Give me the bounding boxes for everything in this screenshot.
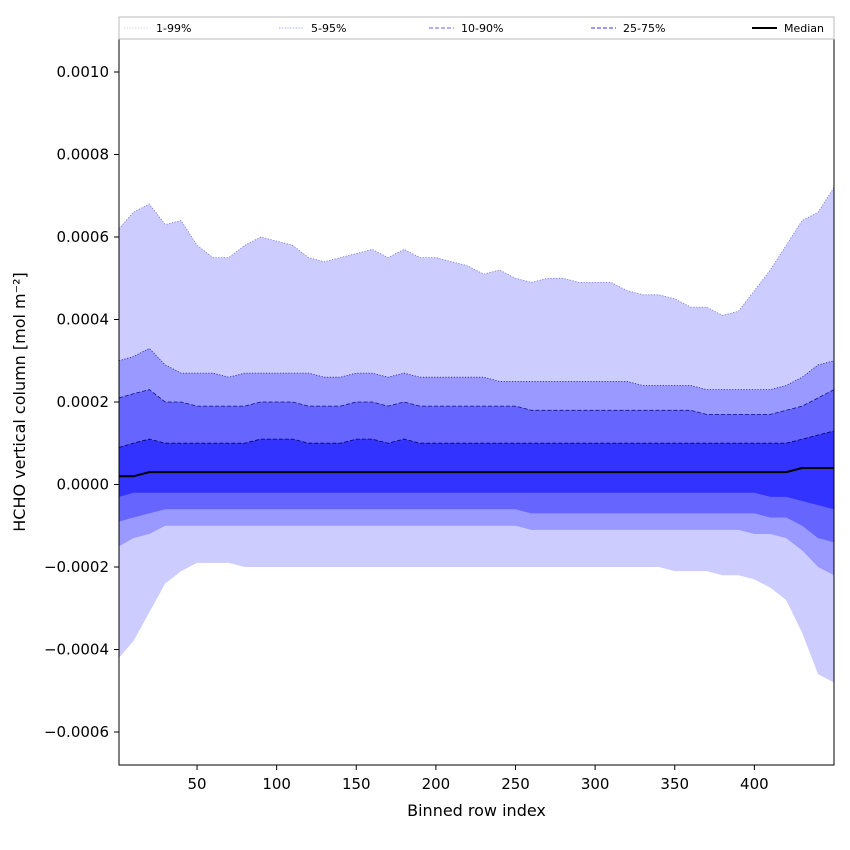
y-tick-label: 0.0004 xyxy=(57,311,110,329)
y-tick-label: −0.0006 xyxy=(44,723,109,741)
x-axis-label: Binned row index xyxy=(407,801,546,820)
band-upper-line-10-90pct xyxy=(118,389,835,415)
y-tick-label: −0.0004 xyxy=(44,641,109,659)
y-axis-label: HCHO vertical column [mol m⁻²] xyxy=(10,272,29,531)
legend-box xyxy=(118,16,835,40)
y-tick-label: −0.0002 xyxy=(44,558,109,576)
y-tick-label: 0.0010 xyxy=(57,63,110,81)
x-tick-label: 400 xyxy=(740,775,769,793)
legend-label: Median xyxy=(784,22,824,35)
x-tick-label: 350 xyxy=(660,775,689,793)
band-edge-lines xyxy=(118,187,835,448)
y-tick-label: 0.0000 xyxy=(57,476,110,494)
x-tick-label: 150 xyxy=(342,775,371,793)
y-tick-label: 0.0006 xyxy=(57,228,110,246)
x-tick-label: 300 xyxy=(581,775,610,793)
percentile-bands xyxy=(119,187,834,683)
band-upper-line-25-75pct xyxy=(118,430,835,448)
x-tick-label: 100 xyxy=(262,775,291,793)
legend-label: 25-75% xyxy=(623,22,665,35)
y-tick-label: 0.0008 xyxy=(57,146,110,164)
legend-label: 1-99% xyxy=(156,22,191,35)
x-tick-label: 250 xyxy=(501,775,530,793)
y-axis: −0.0006 −0.0004 −0.0002 0.0000 0.0002 0.0004 0… xyxy=(44,63,119,741)
median-line xyxy=(119,467,834,478)
band-25-75pct xyxy=(119,430,834,510)
x-tick-label: 200 xyxy=(422,775,451,793)
legend: 1-99% 5-95% 10-90% 25-75% Median xyxy=(118,16,835,40)
x-tick-label: 50 xyxy=(187,775,206,793)
x-axis: 50 100 150 200 250 300 350 400 xyxy=(187,765,769,793)
y-tick-label: 0.0002 xyxy=(57,393,110,411)
legend-label: 10-90% xyxy=(461,22,503,35)
legend-label: 5-95% xyxy=(311,22,346,35)
median-series xyxy=(119,467,834,478)
band-upper-line-1-99pct xyxy=(118,187,835,316)
